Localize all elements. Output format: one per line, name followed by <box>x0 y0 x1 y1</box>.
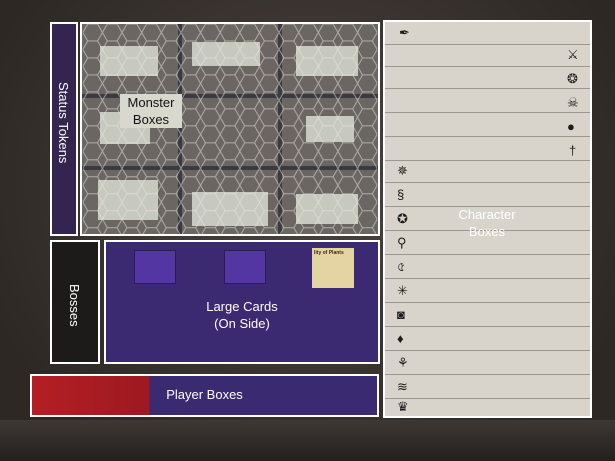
flame-icon: ♦ <box>397 331 404 346</box>
player-boxes-label: Player Boxes <box>166 387 243 402</box>
lock-icon: ● <box>567 119 575 134</box>
gear-star-icon: ✵ <box>397 163 408 178</box>
crown-icon: ♛ <box>397 399 409 414</box>
spikes-icon: ≋ <box>397 379 408 394</box>
card-divider <box>385 398 590 399</box>
card-peek: lity of Plants <box>312 248 354 288</box>
dagger-icon: † <box>569 143 577 158</box>
large-cards-area: lity of Plants <box>104 240 380 364</box>
hex-mesh <box>82 24 378 234</box>
card-divider <box>385 206 590 207</box>
card-divider <box>385 326 590 327</box>
table-surface <box>0 420 615 461</box>
card-divider <box>385 254 590 255</box>
large-cards-label-line1: Large Cards <box>206 299 278 314</box>
bosses-box <box>50 240 100 364</box>
card-slot <box>134 250 176 284</box>
character-label-line2: Boxes <box>468 224 506 239</box>
card-slot <box>224 250 266 284</box>
character-boxes-label: Character Boxes <box>458 206 516 240</box>
creature-icon: § <box>397 187 405 202</box>
card-peek-title: lity of Plants <box>314 250 344 256</box>
staff-icon: ⚲ <box>397 235 407 250</box>
monster-label-line2: Boxes <box>132 112 170 127</box>
shield-crest-icon: ❂ <box>567 71 578 86</box>
sword-icon: ⚔ <box>567 47 579 62</box>
monster-boxes-area <box>80 22 380 236</box>
monster-boxes-label: Monster Boxes <box>120 94 182 128</box>
monster-label-line1: Monster <box>127 95 175 110</box>
card-divider <box>385 160 590 161</box>
card-divider <box>385 278 590 279</box>
card-divider <box>385 350 590 351</box>
card-divider <box>385 302 590 303</box>
pen-icon: ✒ <box>399 25 410 40</box>
card-divider <box>385 88 590 89</box>
card-divider <box>385 374 590 375</box>
card-divider <box>385 230 590 231</box>
plant-icon: ⚘ <box>397 355 409 370</box>
beast-icon: ◙ <box>397 307 405 322</box>
status-tokens-box <box>50 22 78 236</box>
character-boxes-area: ✒ ⚔ ❂ ☠ ● † ✵ § ✪ ⚲ ৫ ✳ ◙ ♦ ⚘ ≋ ♛ <box>383 20 592 418</box>
card-divider <box>385 66 590 67</box>
circle-symbol-icon: ✪ <box>397 211 408 226</box>
player-boxes-area <box>30 374 379 417</box>
large-cards-label-line2: (On Side) <box>214 316 270 331</box>
snowflake-icon: ✳ <box>397 283 408 298</box>
bosses-label: Bosses <box>67 284 82 327</box>
large-cards-label: Large Cards (On Side) <box>104 298 380 332</box>
skull-icon: ☠ <box>567 95 579 110</box>
claw-icon: ৫ <box>397 259 406 274</box>
card-divider <box>385 182 590 183</box>
status-tokens-label: Status Tokens <box>56 82 71 164</box>
card-divider <box>385 44 590 45</box>
character-label-line1: Character <box>458 207 516 222</box>
card-divider <box>385 136 590 137</box>
card-divider <box>385 112 590 113</box>
